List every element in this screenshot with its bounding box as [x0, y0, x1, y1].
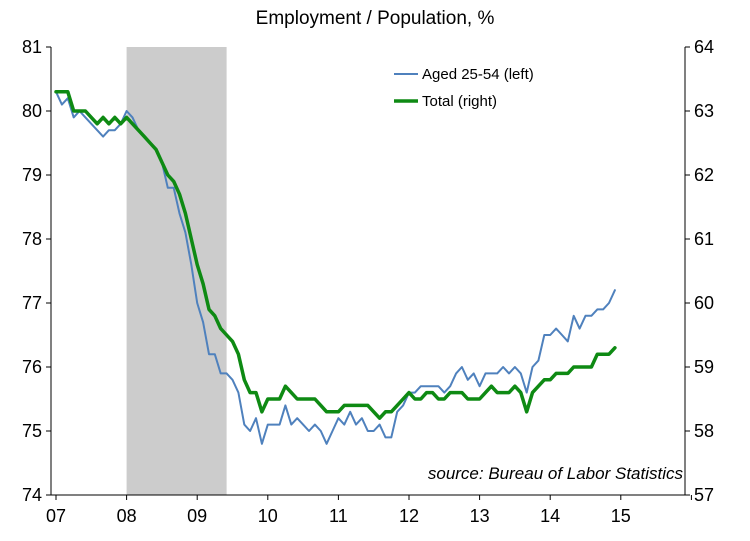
x-tick-label: 12: [399, 506, 419, 526]
x-tick-label: 09: [187, 506, 207, 526]
left-tick-label: 76: [22, 357, 42, 377]
right-tick-label: 64: [694, 37, 714, 57]
right-axis-ticks: 57 58 59 60 61 62 63 64: [685, 37, 714, 505]
series-lines: [54, 90, 617, 445]
series-line-total: [54, 90, 617, 420]
legend-label-total: Total (right): [422, 93, 497, 110]
x-tick-label: 11: [329, 506, 348, 526]
x-tick-label: 15: [611, 506, 631, 526]
x-tick-label: 13: [470, 506, 490, 526]
right-tick-label: 61: [694, 229, 714, 249]
left-tick-label: 74: [22, 485, 42, 505]
source-note: source: Bureau of Labor Statistics: [428, 464, 684, 483]
legend: Aged 25-54 (left) Total (right): [388, 58, 558, 118]
left-tick-label: 78: [22, 229, 42, 249]
left-tick-label: 81: [22, 37, 42, 57]
legend-label-aged: Aged 25-54 (left): [422, 66, 534, 83]
left-tick-label: 75: [22, 421, 42, 441]
x-axis-ticks: 07 08 09 10 11 12 13 14 15: [46, 495, 692, 526]
x-tick-label: 07: [46, 506, 66, 526]
right-tick-label: 63: [694, 101, 714, 121]
chart-title: Employment / Population, %: [256, 8, 495, 29]
x-tick-label: 14: [540, 506, 560, 526]
axes: [50, 47, 686, 496]
right-tick-label: 62: [694, 165, 714, 185]
right-tick-label: 58: [694, 421, 714, 441]
left-tick-label: 79: [22, 165, 42, 185]
x-tick-label: 10: [258, 506, 278, 526]
recession-shade: [126, 47, 227, 495]
left-tick-label: 77: [22, 293, 42, 313]
legend-box: [388, 58, 558, 118]
x-tick-label: 08: [117, 506, 137, 526]
right-tick-label: 59: [694, 357, 714, 377]
right-tick-label: 57: [694, 485, 714, 505]
right-tick-label: 60: [694, 293, 714, 313]
left-axis-ticks: 74 75 76 77 78 79 80 81: [22, 37, 51, 505]
left-tick-label: 80: [22, 101, 42, 121]
